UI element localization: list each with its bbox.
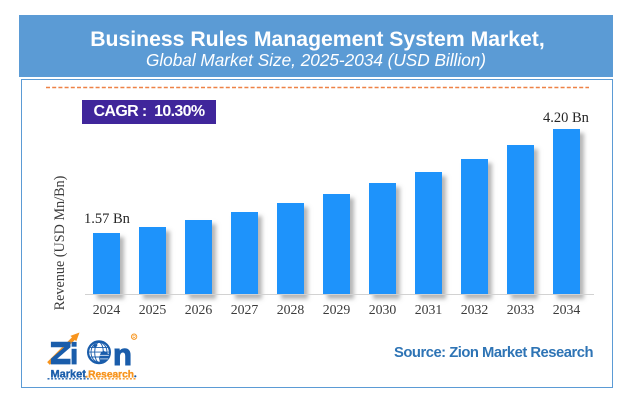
svg-text:n: n <box>113 337 132 372</box>
svg-text:Market: Market <box>51 368 87 380</box>
svg-text:R: R <box>132 335 136 341</box>
svg-text:.Research: .Research <box>85 369 134 380</box>
